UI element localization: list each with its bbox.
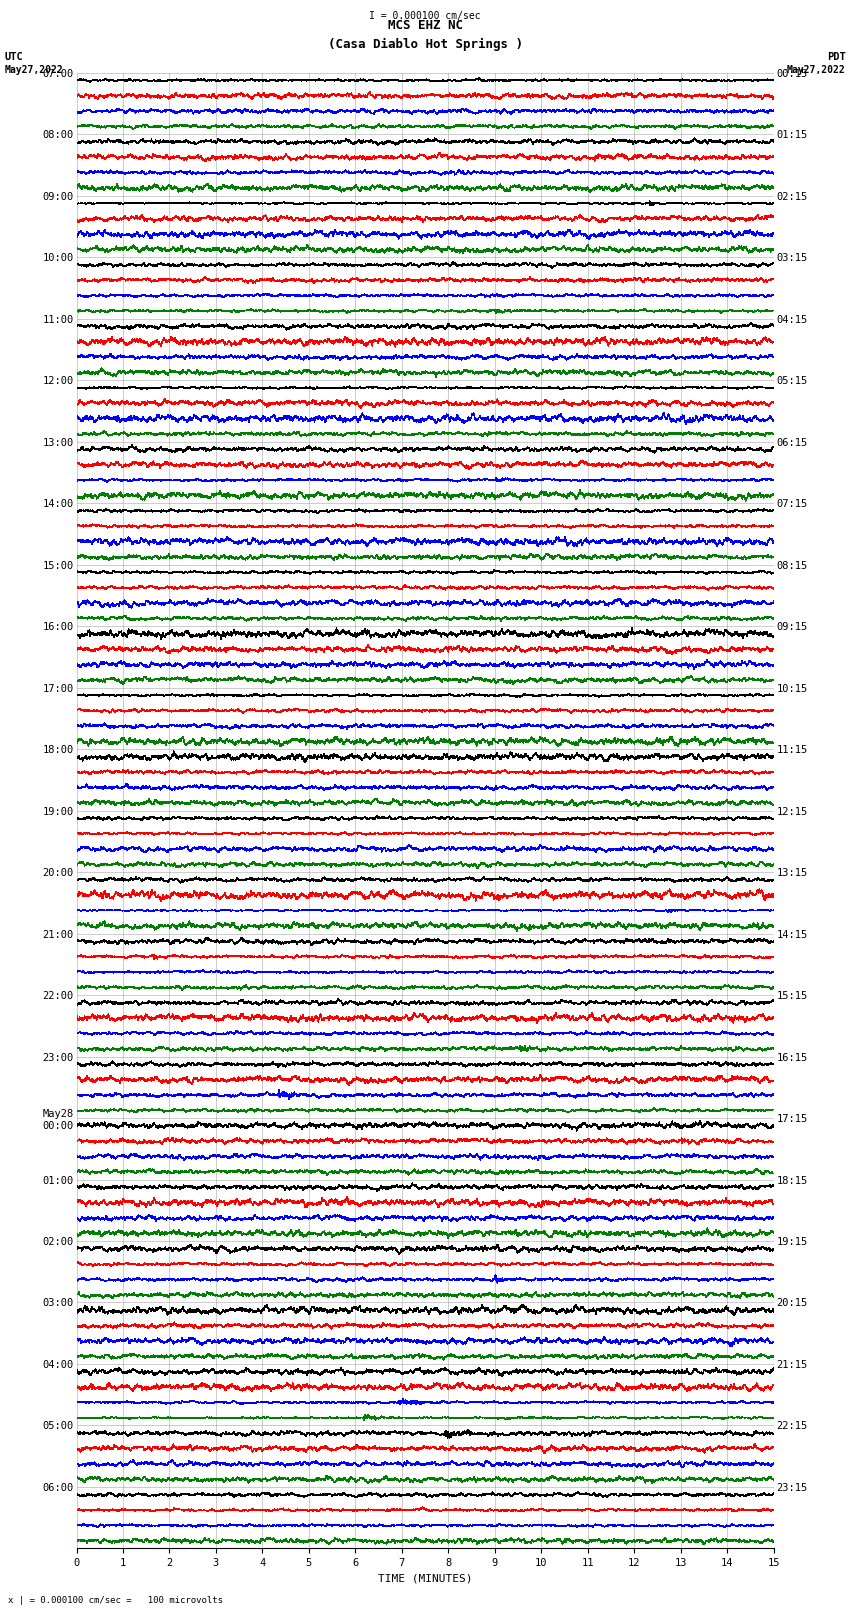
- Text: I = 0.000100 cm/sec: I = 0.000100 cm/sec: [369, 11, 481, 21]
- Text: May27,2022: May27,2022: [787, 65, 846, 74]
- Title: MCS EHZ NC
(Casa Diablo Hot Springs ): MCS EHZ NC (Casa Diablo Hot Springs ): [327, 19, 523, 50]
- Text: May27,2022: May27,2022: [4, 65, 63, 74]
- Text: UTC: UTC: [4, 52, 23, 61]
- Text: x | = 0.000100 cm/sec =   100 microvolts: x | = 0.000100 cm/sec = 100 microvolts: [8, 1595, 224, 1605]
- X-axis label: TIME (MINUTES): TIME (MINUTES): [377, 1574, 473, 1584]
- Text: PDT: PDT: [827, 52, 846, 61]
